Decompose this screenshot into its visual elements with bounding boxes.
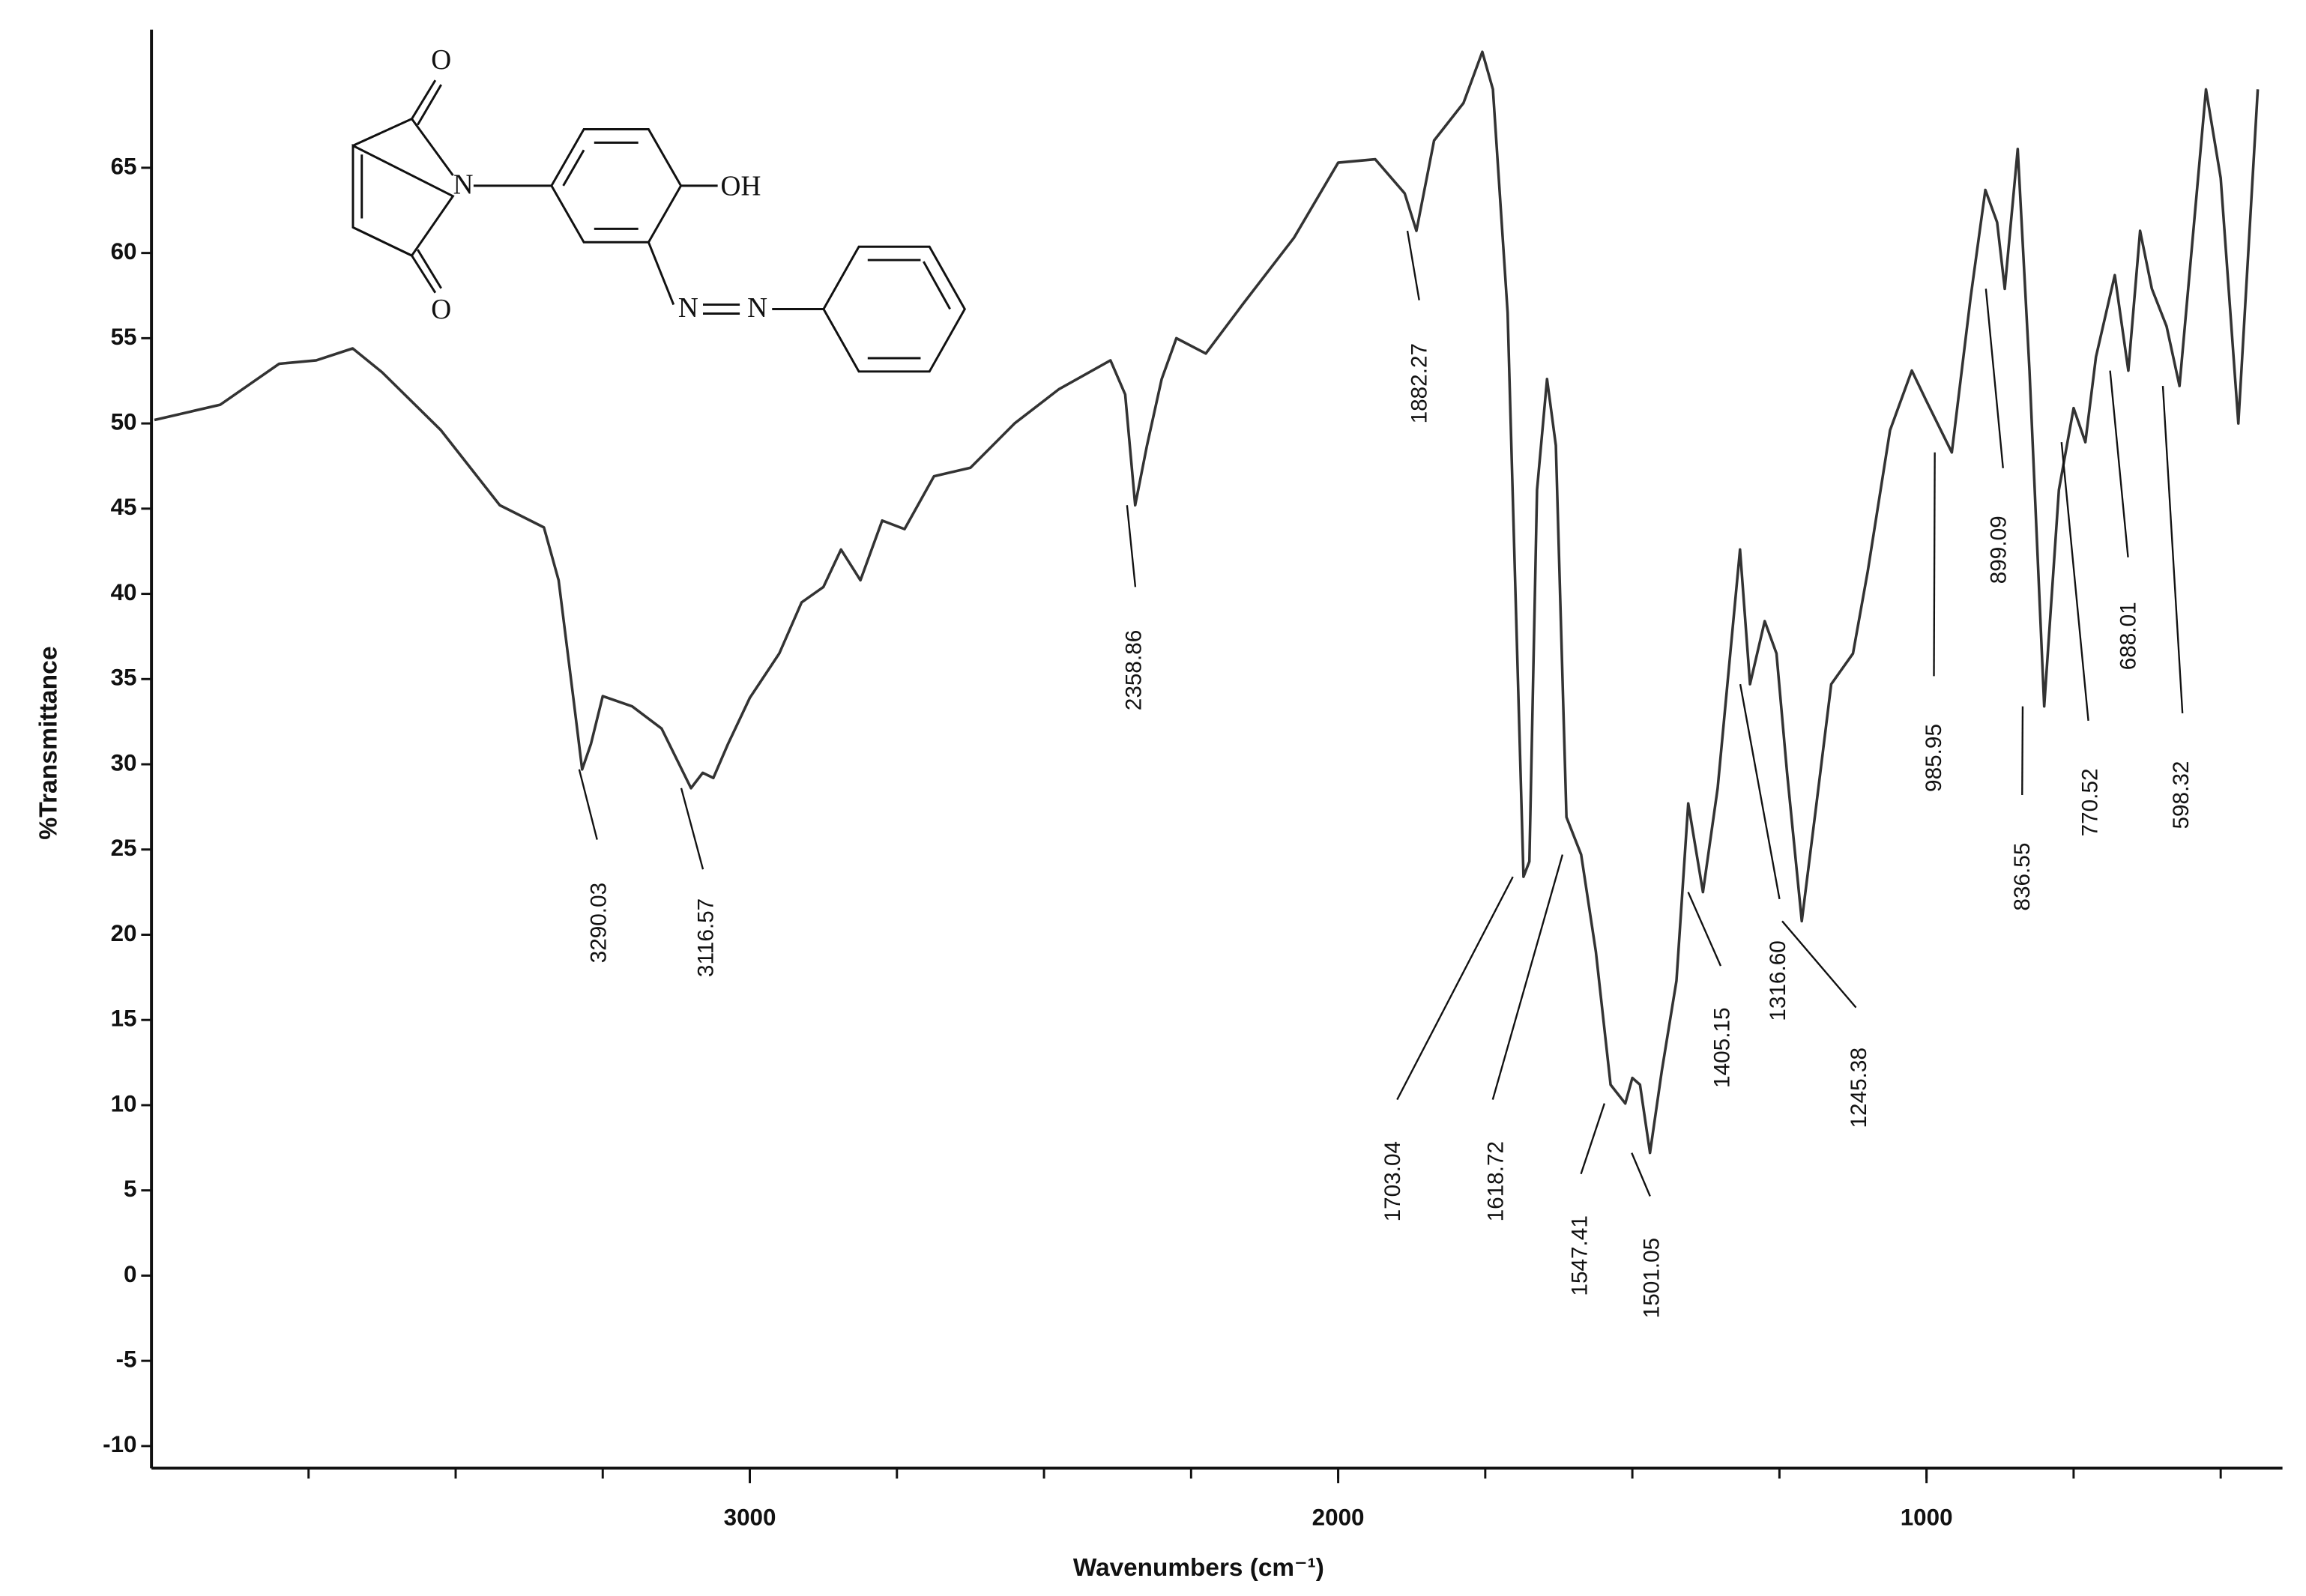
peak-leader — [1739, 683, 1781, 900]
peak-label: 1245.38 — [1847, 1048, 1871, 1128]
structure: O N O OH N N — [351, 45, 967, 373]
peak-leader — [1933, 452, 1936, 677]
peak-leader — [2161, 385, 2184, 714]
peak-label: 598.32 — [2169, 761, 2194, 829]
y-tick-label: 0 — [124, 1260, 136, 1287]
peak-label: 836.55 — [2010, 843, 2035, 911]
peak-leader — [1984, 288, 2004, 468]
peak-leader — [2109, 370, 2129, 557]
peak-label: 1882.27 — [1407, 343, 1432, 423]
y-tick-label: 15 — [111, 1004, 137, 1031]
peak-label: 985.95 — [1922, 724, 1946, 792]
atom-label: N — [678, 293, 698, 324]
peak-leader — [578, 769, 598, 840]
y-tick-label: -10 — [103, 1430, 136, 1457]
y-tick-label: 50 — [111, 408, 137, 435]
peak-leader — [1781, 920, 1857, 1009]
peak-label: 770.52 — [2077, 768, 2102, 836]
atom-label: N — [747, 293, 767, 324]
y-tick-label: 45 — [111, 493, 137, 520]
y-tick-label: -5 — [116, 1345, 137, 1372]
peak-leader — [2021, 706, 2024, 796]
peak-label: 1405.15 — [1710, 1007, 1735, 1087]
peak-label: 3290.03 — [587, 883, 612, 963]
y-tick-label: 5 — [124, 1175, 136, 1202]
spectrum-line — [154, 50, 2260, 1155]
y-axis-title: %Transmittance — [35, 646, 63, 839]
x-axis-title: Wavenumbers (cm⁻¹) — [1073, 1554, 1324, 1582]
atom-label: O — [431, 45, 451, 76]
peak-label: 1501.05 — [1640, 1238, 1664, 1318]
atom-label: OH — [721, 171, 761, 202]
azo-bond — [648, 241, 675, 306]
peak-leader — [1631, 1152, 1651, 1197]
y-tick-label: 55 — [111, 323, 137, 350]
y-tick-label: 25 — [111, 834, 137, 861]
peak-leader — [1396, 876, 1514, 1101]
peak-label: 1547.41 — [1567, 1215, 1592, 1296]
atom-label: O — [431, 294, 451, 325]
y-tick-label: 65 — [111, 152, 137, 179]
peak-label: 1703.04 — [1380, 1141, 1405, 1221]
y-tick-label: 35 — [111, 664, 137, 691]
atom-label: N — [453, 169, 474, 200]
peak-label: 2358.86 — [1122, 630, 1147, 710]
carbonyl-bond — [411, 79, 442, 294]
x-tick-label: 1000 — [1901, 1503, 1953, 1530]
peak-label: 1618.72 — [1484, 1141, 1509, 1221]
y-tick-label: 30 — [111, 749, 137, 776]
peak-label: 1316.60 — [1766, 940, 1790, 1021]
peak-leader — [1580, 1103, 1606, 1175]
peak-label: 899.09 — [1987, 516, 2011, 584]
peak-leader — [2060, 442, 2089, 721]
peak-leader — [1491, 854, 1564, 1100]
peak-leader — [1126, 505, 1137, 587]
peak-leader — [680, 788, 704, 870]
ring-bond — [352, 118, 413, 257]
phenyl — [822, 245, 967, 373]
y-tick-label: 40 — [111, 578, 137, 605]
peak-label: 3116.57 — [694, 898, 719, 977]
x-tick-label: 2000 — [1312, 1503, 1365, 1530]
y-tick-label: 20 — [111, 919, 137, 946]
azo-double-bond — [703, 303, 740, 315]
y-tick-label: 10 — [111, 1089, 137, 1116]
peak-leader — [1687, 892, 1722, 967]
x-tick-label: 3000 — [724, 1503, 776, 1530]
peak-label: 688.01 — [2116, 602, 2140, 670]
y-tick-label: 60 — [111, 238, 137, 265]
peak-leader — [1406, 230, 1420, 300]
